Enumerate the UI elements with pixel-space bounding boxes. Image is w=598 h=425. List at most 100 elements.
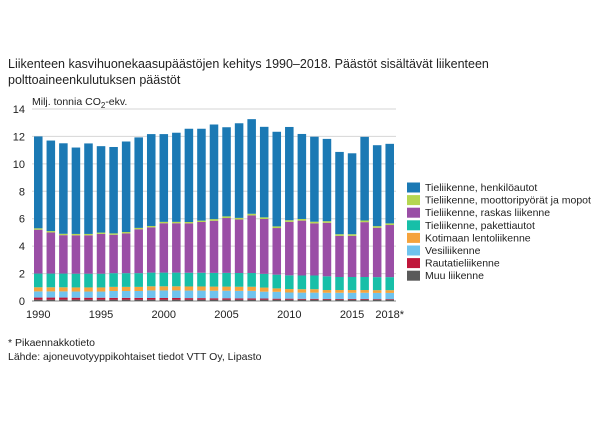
bar-segment: [335, 292, 344, 299]
bar-segment: [146, 290, 156, 298]
bar-segment: [109, 146, 118, 234]
bar-segment: [34, 229, 43, 274]
bar-segment: [34, 136, 43, 229]
bar-segment: [222, 286, 231, 291]
bar-segment: [121, 290, 131, 298]
bar-segment: [134, 273, 143, 287]
bar-segment: [259, 217, 269, 219]
bar-segment: [360, 136, 369, 221]
bar-segment: [222, 216, 231, 219]
bar-segment: [184, 272, 194, 287]
bar-segment: [310, 275, 319, 290]
bar-segment: [360, 222, 369, 277]
bar-segment: [297, 275, 307, 290]
bar-segment: [197, 128, 206, 221]
legend-swatch: [407, 270, 420, 281]
bar-segment: [385, 299, 394, 300]
bar-segment: [335, 290, 344, 293]
bar-segment: [71, 233, 81, 236]
bar-segment: [34, 297, 43, 300]
bar-segment: [272, 226, 282, 229]
bar-segment: [34, 228, 43, 230]
bar-segment: [209, 290, 219, 299]
x-tick-label: 1990: [26, 309, 50, 321]
bar-segment: [335, 299, 344, 301]
bar-segment: [385, 225, 394, 278]
bar-segment: [46, 232, 56, 274]
bar-segment: [121, 233, 131, 274]
bar-segment: [184, 286, 194, 291]
x-axis-ticks: 1990 1995 2000 2005 2010 2015 2018*: [26, 309, 405, 321]
bar-segment: [322, 222, 332, 277]
bar-segment: [209, 286, 219, 291]
bar-segment: [121, 299, 131, 301]
bar-segment: [247, 215, 256, 274]
bar-segment: [347, 235, 357, 277]
bar-segment: [285, 298, 294, 300]
legend-swatch: [407, 220, 420, 231]
bar-segment: [322, 299, 332, 301]
bar-segment: [335, 151, 344, 235]
bar-segment: [272, 298, 282, 300]
bar-segment: [71, 291, 81, 298]
bar-segment: [285, 275, 294, 290]
bar-segment: [372, 145, 382, 227]
bar-segment: [385, 277, 394, 291]
footnote: * Pikaennakkotieto: [8, 337, 95, 349]
bar-segment: [272, 288, 282, 292]
bar-segment: [209, 124, 219, 220]
bar-segment: [347, 153, 357, 235]
bar-segment: [234, 290, 244, 299]
bar-segment: [146, 134, 156, 226]
bar-segment: [310, 136, 319, 222]
bar-segment: [134, 137, 143, 228]
bar-segment: [322, 221, 332, 223]
bar-segment: [335, 298, 344, 300]
bar-segment: [46, 291, 56, 298]
bar-segment: [184, 222, 194, 224]
bar-segment: [109, 233, 118, 235]
bar-segment: [46, 297, 56, 300]
bar-segment: [71, 299, 81, 301]
bar-segment: [121, 141, 131, 233]
bar-segment: [59, 233, 68, 236]
bar-segment: [96, 232, 106, 234]
bar-segment: [159, 272, 169, 287]
bar-segment: [385, 290, 394, 293]
bar-segment: [297, 133, 307, 219]
bar-segment: [310, 223, 319, 276]
bar-segment: [259, 298, 269, 300]
bar-segment: [197, 299, 206, 301]
bar-segment: [360, 298, 369, 300]
bar-segment: [310, 221, 319, 224]
bar-segment: [172, 286, 181, 291]
y-tick-label: 14: [13, 104, 25, 116]
bar-segment: [360, 220, 369, 223]
legend-swatch: [407, 245, 420, 256]
bar-segment: [209, 298, 219, 300]
legend-swatch: [407, 258, 420, 269]
bar-segment: [59, 287, 68, 292]
unit-prefix: Milj. tonnia CO: [32, 96, 101, 108]
legend-label: Rautatieliikenne: [425, 258, 500, 270]
y-tick-label: 12: [13, 131, 25, 143]
chart-title: Liikenteen kasvihuonekaasupäästöjen kehi…: [8, 57, 489, 87]
x-tick-label: 2010: [277, 309, 301, 321]
legend-label: Kotimaan lentoliikenne: [425, 232, 531, 244]
bar-segment: [172, 132, 181, 222]
bar-segment: [347, 277, 357, 291]
y-tick-label: 4: [19, 241, 25, 253]
bar-segment: [59, 291, 68, 298]
bar-segment: [222, 218, 231, 273]
bar-segment: [84, 291, 93, 298]
legend-label: Vesiliikenne: [425, 245, 481, 257]
bar-segment: [184, 290, 194, 299]
bar-segment: [285, 299, 294, 301]
bar-segment: [159, 297, 169, 300]
bar-segment: [310, 299, 319, 301]
y-axis-ticks: 0 2 4 6 8 10 12 14: [13, 104, 25, 308]
bar-segment: [372, 227, 382, 278]
bar-segment: [297, 218, 307, 221]
bar-segment: [322, 290, 332, 293]
bar-segment: [234, 298, 244, 300]
